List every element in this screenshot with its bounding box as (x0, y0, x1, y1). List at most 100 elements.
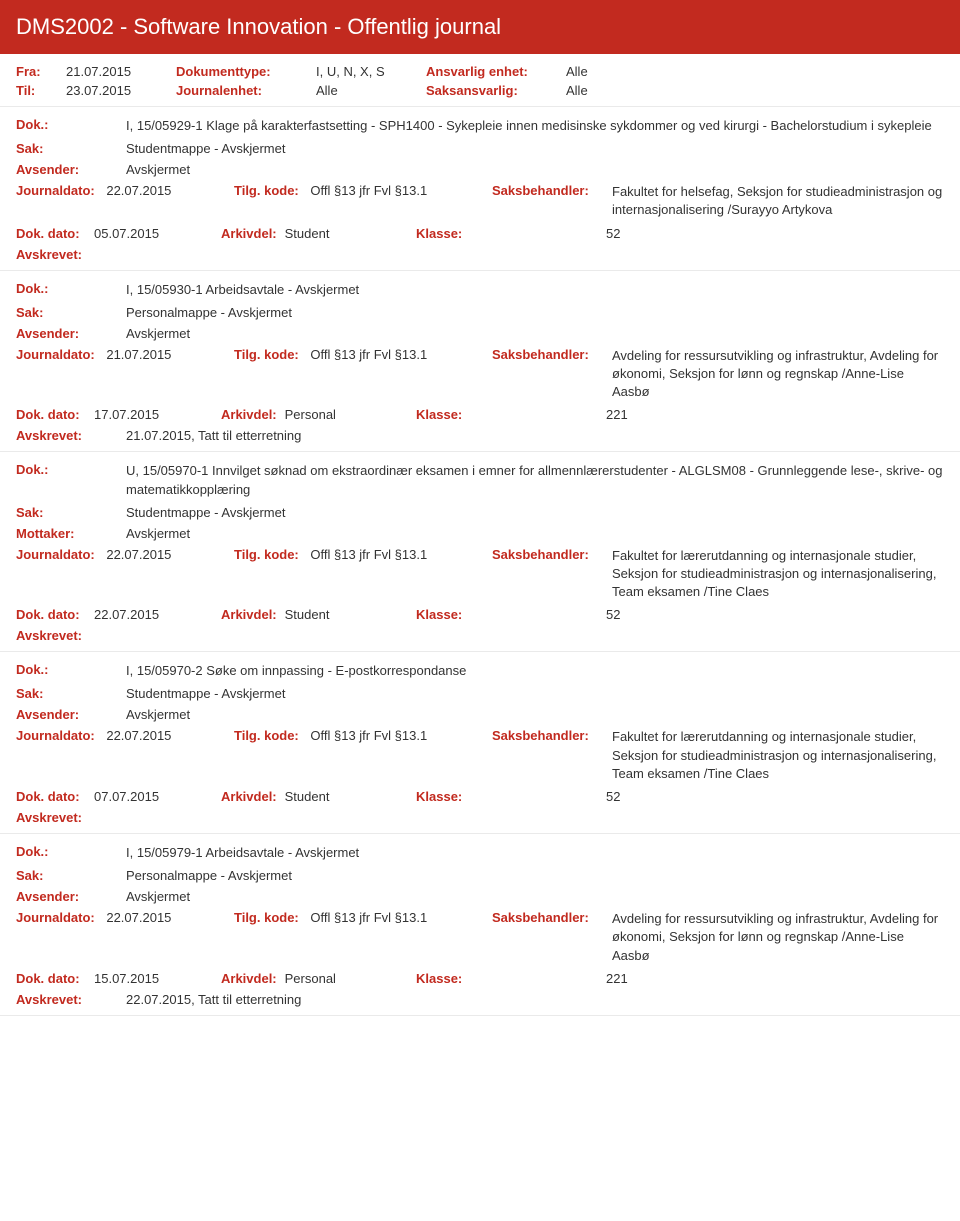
doktype-value: I, U, N, X, S (316, 64, 426, 79)
dok-label: Dok.: (16, 117, 126, 135)
avskrevet-label: Avskrevet: (16, 428, 126, 443)
journal-entry: Dok.: I, 15/05970-2 Søke om innpassing -… (0, 652, 960, 834)
dokdato-label: Dok. dato: (16, 226, 86, 241)
arkivdel-label: Arkivdel: (221, 971, 277, 986)
saksbehandler-value: Avdeling for ressursutvikling og infrast… (612, 910, 944, 965)
doktype-label: Dokumenttype: (176, 64, 316, 79)
party-value: Avskjermet (126, 526, 944, 541)
journaldato-value: 22.07.2015 (103, 183, 172, 219)
dokdato-value: 07.07.2015 (94, 789, 159, 804)
journal-entry: Dok.: I, 15/05979-1 Arbeidsavtale - Avsk… (0, 834, 960, 1016)
sak-label: Sak: (16, 305, 126, 320)
dokdato-label: Dok. dato: (16, 971, 86, 986)
dok-label: Dok.: (16, 281, 126, 299)
klasse-label: Klasse: (416, 971, 462, 986)
arkivdel-value: Student (285, 226, 330, 241)
dok-value: U, 15/05970-1 Innvilget søknad om ekstra… (126, 462, 944, 498)
journalenhet-label: Journalenhet: (176, 83, 316, 98)
journaldato-label: Journaldato: (16, 547, 95, 602)
avskrevet-value: 21.07.2015, Tatt til etterretning (126, 428, 944, 443)
klasse-value: 221 (606, 971, 628, 986)
sak-label: Sak: (16, 868, 126, 883)
ansvarlig-value: Alle (566, 64, 646, 79)
saksansvarlig-label: Saksansvarlig: (426, 83, 566, 98)
dokdato-label: Dok. dato: (16, 407, 86, 422)
journaldato-value: 22.07.2015 (103, 910, 172, 965)
klasse-label: Klasse: (416, 789, 462, 804)
dokdato-value: 17.07.2015 (94, 407, 159, 422)
meta-block: Fra: 21.07.2015 Dokumenttype: I, U, N, X… (0, 54, 960, 107)
saksbehandler-value: Fakultet for helsefag, Seksjon for studi… (612, 183, 944, 219)
sak-label: Sak: (16, 505, 126, 520)
dokdato-value: 22.07.2015 (94, 607, 159, 622)
journaldato-label: Journaldato: (16, 183, 95, 219)
tilgkode-value: Offl §13 jfr Fvl §13.1 (307, 910, 427, 965)
tilgkode-value: Offl §13 jfr Fvl §13.1 (307, 347, 427, 402)
party-label: Avsender: (16, 707, 126, 722)
saksbehandler-value: Avdeling for ressursutvikling og infrast… (612, 347, 944, 402)
fra-value: 21.07.2015 (66, 64, 176, 79)
party-value: Avskjermet (126, 326, 944, 341)
saksbehandler-label: Saksbehandler: (492, 728, 612, 783)
page-title: DMS2002 - Software Innovation - Offentli… (0, 0, 960, 54)
tilgkode-label: Tilg. kode: (234, 183, 299, 219)
saksbehandler-label: Saksbehandler: (492, 547, 612, 602)
avskrevet-value: 22.07.2015, Tatt til etterretning (126, 992, 944, 1007)
saksbehandler-label: Saksbehandler: (492, 183, 612, 219)
saksansvarlig-value: Alle (566, 83, 646, 98)
ansvarlig-label: Ansvarlig enhet: (426, 64, 566, 79)
dok-value: I, 15/05930-1 Arbeidsavtale - Avskjermet (126, 281, 944, 299)
journaldato-value: 21.07.2015 (103, 347, 172, 402)
sak-value: Personalmappe - Avskjermet (126, 305, 944, 320)
dokdato-label: Dok. dato: (16, 607, 86, 622)
avskrevet-label: Avskrevet: (16, 628, 126, 643)
avskrevet-label: Avskrevet: (16, 992, 126, 1007)
klasse-value: 52 (606, 789, 620, 804)
saksbehandler-label: Saksbehandler: (492, 910, 612, 965)
arkivdel-value: Personal (285, 407, 336, 422)
dok-label: Dok.: (16, 662, 126, 680)
party-label: Avsender: (16, 326, 126, 341)
saksbehandler-value: Fakultet for lærerutdanning og internasj… (612, 728, 944, 783)
dok-value: I, 15/05970-2 Søke om innpassing - E-pos… (126, 662, 944, 680)
klasse-label: Klasse: (416, 226, 462, 241)
sak-label: Sak: (16, 141, 126, 156)
sak-value: Studentmappe - Avskjermet (126, 141, 944, 156)
dok-value: I, 15/05979-1 Arbeidsavtale - Avskjermet (126, 844, 944, 862)
avskrevet-value (126, 810, 944, 825)
klasse-label: Klasse: (416, 607, 462, 622)
dok-label: Dok.: (16, 462, 126, 498)
tilgkode-label: Tilg. kode: (234, 910, 299, 965)
party-value: Avskjermet (126, 707, 944, 722)
party-value: Avskjermet (126, 162, 944, 177)
arkivdel-value: Student (285, 607, 330, 622)
avskrevet-value (126, 628, 944, 643)
avskrevet-value (126, 247, 944, 262)
tilgkode-value: Offl §13 jfr Fvl §13.1 (307, 728, 427, 783)
klasse-label: Klasse: (416, 407, 462, 422)
sak-value: Studentmappe - Avskjermet (126, 505, 944, 520)
tilgkode-label: Tilg. kode: (234, 728, 299, 783)
arkivdel-label: Arkivdel: (221, 789, 277, 804)
journaldato-label: Journaldato: (16, 347, 95, 402)
tilgkode-value: Offl §13 jfr Fvl §13.1 (307, 183, 427, 219)
journal-entry: Dok.: U, 15/05970-1 Innvilget søknad om … (0, 452, 960, 652)
tilgkode-label: Tilg. kode: (234, 347, 299, 402)
dokdato-label: Dok. dato: (16, 789, 86, 804)
party-label: Avsender: (16, 162, 126, 177)
sak-value: Studentmappe - Avskjermet (126, 686, 944, 701)
party-value: Avskjermet (126, 889, 944, 904)
til-label: Til: (16, 83, 66, 98)
saksbehandler-value: Fakultet for lærerutdanning og internasj… (612, 547, 944, 602)
journaldato-label: Journaldato: (16, 910, 95, 965)
klasse-value: 52 (606, 226, 620, 241)
arkivdel-value: Personal (285, 971, 336, 986)
fra-label: Fra: (16, 64, 66, 79)
klasse-value: 52 (606, 607, 620, 622)
journaldato-value: 22.07.2015 (103, 547, 172, 602)
arkivdel-label: Arkivdel: (221, 407, 277, 422)
journal-entry: Dok.: I, 15/05930-1 Arbeidsavtale - Avsk… (0, 271, 960, 453)
saksbehandler-label: Saksbehandler: (492, 347, 612, 402)
dokdato-value: 15.07.2015 (94, 971, 159, 986)
dok-value: I, 15/05929-1 Klage på karakterfastsetti… (126, 117, 944, 135)
